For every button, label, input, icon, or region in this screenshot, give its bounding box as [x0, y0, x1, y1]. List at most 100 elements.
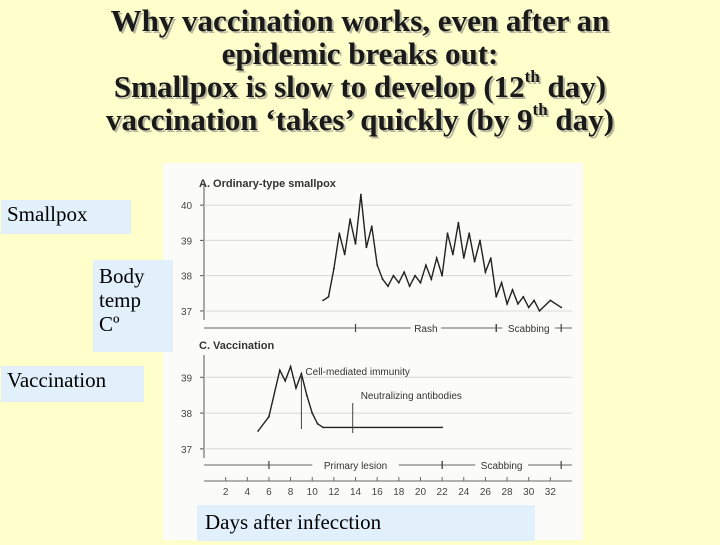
- data-point-1-6: [300, 372, 303, 375]
- data-point-0-5: [349, 218, 351, 221]
- panel-title-0: A. Ordinary-type smallpox: [199, 178, 337, 190]
- data-point-0-36: [517, 303, 519, 305]
- series-line-1-0: [257, 364, 443, 432]
- vaccination-label: Vaccination: [1, 366, 144, 402]
- data-point-0-18: [419, 281, 422, 284]
- data-point-1-9: [316, 422, 319, 425]
- data-point-0-13: [392, 274, 395, 277]
- data-point-0-6: [354, 243, 357, 245]
- x-tick-label-5: 12: [328, 487, 340, 498]
- bar-label-bg-1-0: [312, 458, 399, 472]
- x-tick-label-15: 32: [545, 487, 557, 498]
- data-point-0-11: [381, 278, 384, 281]
- title-line-3-text: Smallpox is slow to develop (12: [113, 69, 525, 104]
- x-tick-label-14: 30: [523, 487, 535, 498]
- data-point-0-32: [495, 295, 498, 298]
- data-point-0-12: [387, 285, 389, 288]
- data-point-0-14: [397, 281, 400, 284]
- y-tick-label-1-0: 37: [181, 445, 193, 456]
- body-temp-label: Body temp Cº: [93, 260, 173, 352]
- data-point-0-3: [338, 232, 341, 235]
- data-point-1-2: [278, 369, 281, 372]
- title-line-4-end: day): [547, 102, 614, 137]
- x-tick-label-4: 10: [307, 487, 319, 498]
- y-tick-label-1-1: 38: [181, 409, 193, 420]
- title-line-3-sup: th: [524, 66, 540, 86]
- y-tick-label-0-1: 38: [181, 272, 193, 283]
- body-temp-line-2: temp: [99, 288, 141, 312]
- data-point-0-16: [408, 285, 411, 288]
- bar-label-bg-1-1: [475, 458, 529, 472]
- data-point-0-15: [403, 271, 406, 273]
- data-point-0-7: [360, 193, 362, 196]
- x-tick-label-10: 22: [437, 487, 449, 498]
- data-point-0-38: [527, 306, 530, 309]
- x-tick-label-7: 16: [372, 487, 384, 498]
- title-line-4-text: vaccination ‘takes’ quickly (by 9: [105, 102, 533, 137]
- x-tick-label-6: 14: [350, 487, 362, 498]
- x-tick-label-8: 18: [393, 487, 405, 498]
- title-line-4-sup: th: [532, 99, 548, 119]
- x-tick-label-13: 28: [501, 487, 513, 498]
- days-label: Days after infecction: [197, 505, 535, 541]
- y-tick-label-1-2: 39: [181, 373, 193, 384]
- bar-label-1-0: Primary lesion: [324, 461, 387, 472]
- bar-label-0-0: Rash: [414, 324, 437, 335]
- data-point-1-3: [284, 380, 287, 382]
- data-point-0-4: [343, 253, 346, 256]
- data-point-0-20: [430, 278, 433, 281]
- data-point-0-26: [462, 257, 465, 259]
- y-tick-label-0-0: 37: [181, 307, 193, 318]
- slide-title: Why vaccination works, even after an epi…: [0, 4, 720, 136]
- data-point-0-33: [500, 281, 503, 284]
- title-line-3-end: day): [539, 69, 607, 104]
- title-line-3: Smallpox is slow to develop (12th day): [0, 66, 720, 104]
- data-point-0-23: [446, 232, 449, 235]
- data-point-0-9: [370, 225, 373, 228]
- data-point-0-0: [322, 299, 324, 302]
- title-line-4: vaccination ‘takes’ quickly (by 9th day): [0, 99, 720, 137]
- annotation-text-1: Neutralizing antibodies: [361, 391, 462, 402]
- data-point-0-19: [425, 264, 427, 266]
- data-point-1-0: [257, 430, 259, 432]
- x-tick-label-3: 8: [288, 487, 294, 498]
- data-point-0-29: [479, 239, 481, 242]
- bar-label-bg-0-1: [502, 321, 556, 335]
- data-point-0-2: [333, 267, 335, 270]
- data-point-1-4: [289, 365, 292, 368]
- data-point-0-41: [549, 299, 552, 302]
- bar-label-1-1: Scabbing: [481, 461, 523, 472]
- data-point-0-39: [533, 299, 535, 302]
- bar-label-bg-0-0: [410, 321, 442, 335]
- data-point-1-10: [322, 426, 324, 429]
- temperature-charts: A. Ordinary-type smallpox 37 38 39 40 Rash Sca…: [181, 178, 572, 498]
- body-temp-line-3: Cº: [99, 312, 120, 336]
- data-point-0-28: [473, 260, 476, 263]
- data-point-0-27: [468, 232, 471, 235]
- bar-label-0-1: Scabbing: [508, 324, 550, 335]
- data-point-1-7: [305, 394, 308, 397]
- panel-title-1: C. Vaccination: [199, 340, 274, 352]
- annotation-text-0: Cell-mediated immunity: [305, 367, 409, 378]
- data-point-1-11: [441, 426, 443, 429]
- title-line-1: Why vaccination works, even after an: [110, 3, 610, 38]
- body-temp-line-1: Body: [99, 264, 145, 288]
- y-tick-label-0-3: 40: [181, 201, 193, 212]
- data-point-1-8: [311, 412, 314, 414]
- data-point-0-10: [376, 264, 379, 266]
- x-tick-label-2: 6: [266, 487, 272, 498]
- x-tick-label-11: 24: [458, 487, 470, 498]
- data-point-1-5: [295, 387, 297, 389]
- data-point-0-24: [452, 253, 454, 256]
- data-point-0-1: [327, 295, 330, 298]
- data-point-0-34: [506, 303, 508, 305]
- data-point-0-21: [435, 257, 438, 259]
- data-point-0-37: [522, 295, 525, 298]
- data-point-0-30: [484, 271, 487, 273]
- data-point-0-8: [365, 246, 368, 249]
- y-tick-label-0-2: 39: [181, 236, 193, 247]
- data-point-1-1: [268, 415, 270, 418]
- figure-scan: A. Ordinary-type smallpox 37 38 39 40 Rash Sca…: [163, 163, 583, 540]
- data-point-0-42: [560, 306, 563, 309]
- x-tick-label-12: 26: [480, 487, 492, 498]
